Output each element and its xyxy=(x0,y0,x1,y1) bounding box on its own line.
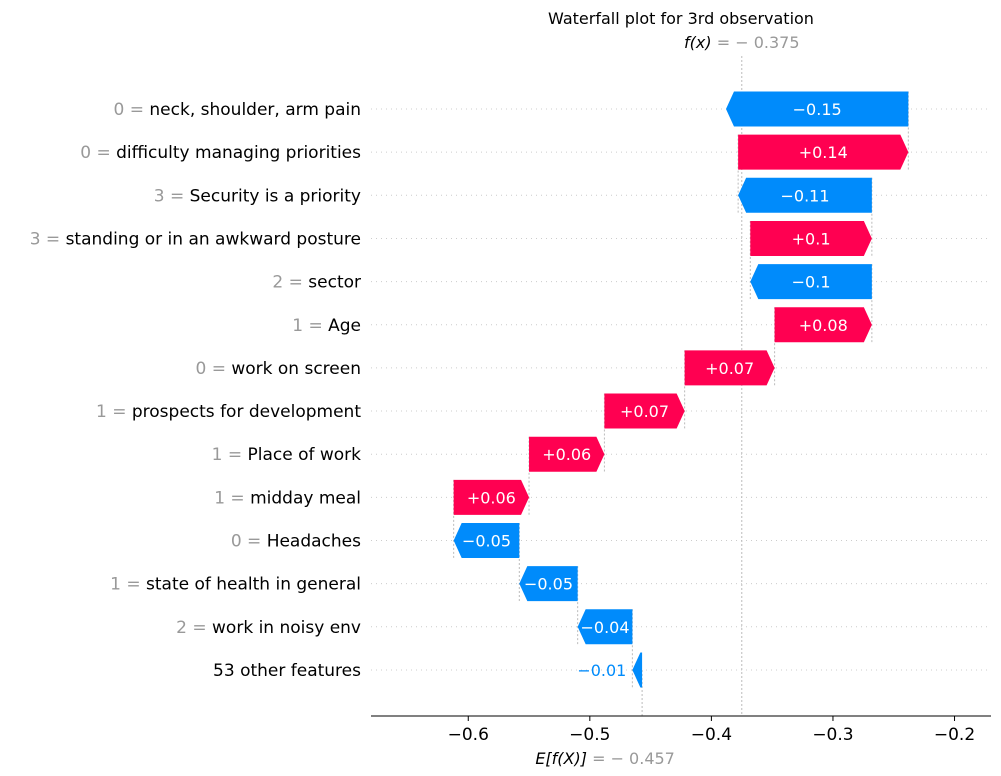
bar-value-label: −0.05 xyxy=(462,532,511,551)
bar-value-label: +0.07 xyxy=(620,402,669,421)
feature-value: 0 = xyxy=(195,359,231,379)
feature-label: 3 = Security is a priority xyxy=(154,186,361,206)
feature-value: 0 = xyxy=(114,100,150,120)
chart-title: Waterfall plot for 3rd observation xyxy=(548,9,814,28)
negative-shap-bar xyxy=(519,566,578,602)
positive-shap-bar xyxy=(750,220,872,256)
negative-shap-bar xyxy=(725,91,909,127)
feature-name: Place of work xyxy=(247,445,361,465)
bar-value-label: −0.04 xyxy=(581,618,630,637)
bar-value-label: +0.07 xyxy=(705,359,754,378)
feature-name: Headaches xyxy=(267,532,361,552)
feature-label: 3 = standing or in an awkward posture xyxy=(30,229,361,249)
feature-name: state of health in general xyxy=(146,575,361,595)
feature-value: 0 = xyxy=(80,143,116,163)
feature-name: midday meal xyxy=(250,488,361,508)
x-tick-label: −0.2 xyxy=(934,725,975,745)
negative-shap-bar xyxy=(632,652,643,688)
feature-label: 1 = state of health in general xyxy=(110,575,361,595)
feature-label: 1 = midday meal xyxy=(214,488,361,508)
feature-name: work on screen xyxy=(231,359,361,379)
feature-value: 2 = xyxy=(272,273,308,293)
feature-name: neck, shoulder, arm pain xyxy=(149,100,361,120)
feature-label: 2 = work in noisy env xyxy=(176,618,361,638)
feature-name: standing or in an awkward posture xyxy=(66,229,361,249)
feature-value: 1 = xyxy=(110,575,146,595)
feature-value: 3 = xyxy=(154,186,190,206)
bar-value-label: −0.15 xyxy=(793,100,842,119)
bar-value-label: −0.01 xyxy=(577,661,626,680)
feature-label: 0 = Headaches xyxy=(231,532,361,552)
fx-label: f(x) = − 0.375 xyxy=(684,33,799,52)
feature-name: difficulty managing priorities xyxy=(116,143,361,163)
feature-value: 1 = xyxy=(292,316,328,336)
feature-name: Age xyxy=(328,316,361,336)
feature-label: 1 = Place of work xyxy=(212,445,362,465)
positive-shap-bar xyxy=(684,350,775,386)
feature-value: 1 = xyxy=(96,402,132,422)
feature-value: 3 = xyxy=(30,229,66,249)
efx-label: E[f(X)] = − 0.457 xyxy=(535,749,675,768)
bar-value-label: −0.11 xyxy=(780,186,829,205)
feature-label: 0 = neck, shoulder, arm pain xyxy=(114,100,361,120)
bar-value-label: −0.1 xyxy=(792,273,831,292)
negative-shap-bar xyxy=(453,523,520,558)
feature-label: 0 = difficulty managing priorities xyxy=(80,143,361,163)
feature-name: sector xyxy=(308,273,361,293)
bar-value-label: +0.08 xyxy=(799,316,848,335)
x-tick-label: −0.6 xyxy=(448,725,489,745)
feature-label: 0 = work on screen xyxy=(195,359,361,379)
feature-name: 53 other features xyxy=(213,661,361,681)
positive-shap-bar xyxy=(529,436,605,472)
feature-name: work in noisy env xyxy=(212,618,361,638)
feature-label: 53 other features xyxy=(213,661,361,681)
positive-shap-bar xyxy=(774,307,872,343)
negative-shap-bar xyxy=(577,609,633,645)
bar-value-label: +0.1 xyxy=(792,229,831,248)
x-tick-label: −0.4 xyxy=(691,725,732,745)
positive-shap-bar xyxy=(738,134,909,170)
positive-shap-bar xyxy=(604,393,685,429)
feature-name: Security is a priority xyxy=(190,186,361,206)
bar-value-label: +0.06 xyxy=(467,488,516,507)
feature-value: 1 = xyxy=(212,445,248,465)
negative-shap-bar xyxy=(750,264,872,300)
feature-value: 2 = xyxy=(176,618,212,638)
positive-shap-bar xyxy=(453,479,530,515)
bar-value-label: +0.06 xyxy=(542,445,591,464)
feature-label: 2 = sector xyxy=(272,273,361,293)
feature-name: prospects for development xyxy=(132,402,361,422)
x-tick-label: −0.5 xyxy=(569,725,610,745)
feature-value: 1 = xyxy=(214,488,250,508)
feature-label: 1 = Age xyxy=(292,316,361,336)
bar-value-label: −0.05 xyxy=(524,575,573,594)
feature-value: 0 = xyxy=(231,532,267,552)
negative-shap-bar xyxy=(738,177,872,213)
x-tick-label: −0.3 xyxy=(812,725,853,745)
bar-value-label: +0.14 xyxy=(799,143,848,162)
feature-label: 1 = prospects for development xyxy=(96,402,361,422)
